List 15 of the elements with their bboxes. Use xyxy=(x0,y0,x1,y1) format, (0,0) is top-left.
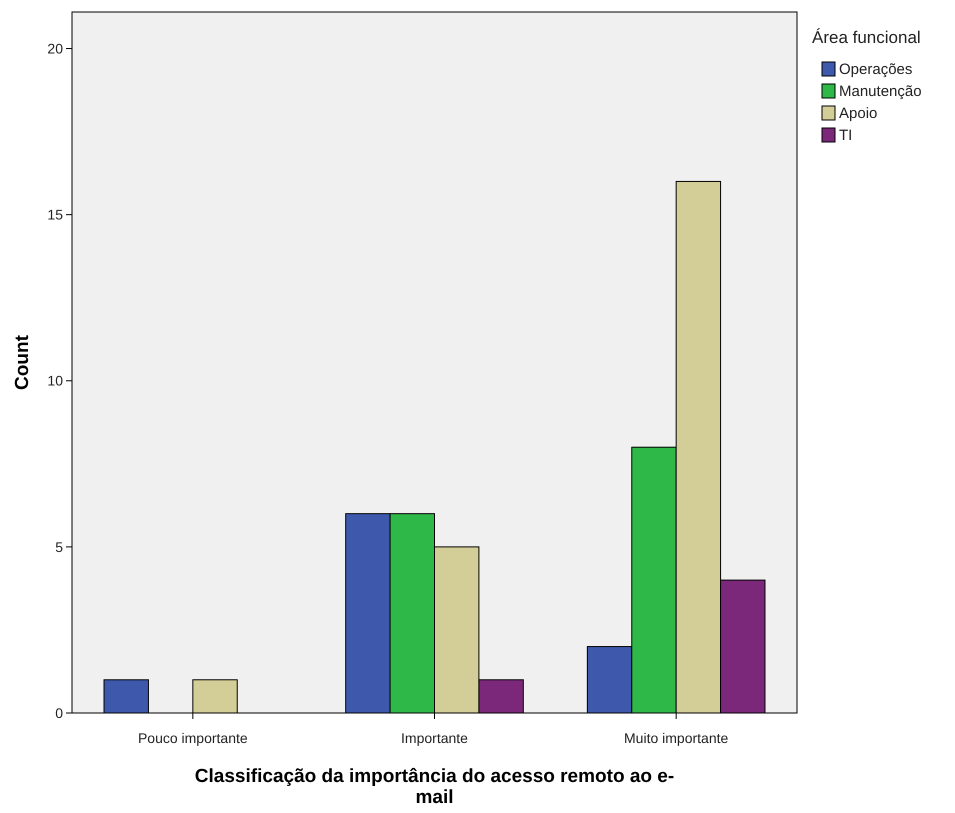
x-axis-title: Classificação da importância do acesso remoto ao e-mail xyxy=(194,766,674,808)
y-tick-label: 10 xyxy=(47,372,64,389)
x-tick-label: Importante xyxy=(401,730,468,746)
x-tick-label: Muito importante xyxy=(624,730,729,746)
y-tick-label: 20 xyxy=(47,40,64,56)
legend-label: TI xyxy=(839,127,852,144)
legend-label: Apoio xyxy=(839,105,878,122)
y-tick-label: 0 xyxy=(55,704,64,721)
y-tick-label: 5 xyxy=(55,538,64,555)
legend-label: Manutenção xyxy=(839,83,922,100)
x-tick-label: Pouco importante xyxy=(138,730,248,746)
legend-title: Área funcional xyxy=(812,28,921,47)
legend-label: Operações xyxy=(839,61,912,78)
y-tick-label: 15 xyxy=(47,206,64,223)
y-axis-title: Count xyxy=(12,334,33,390)
